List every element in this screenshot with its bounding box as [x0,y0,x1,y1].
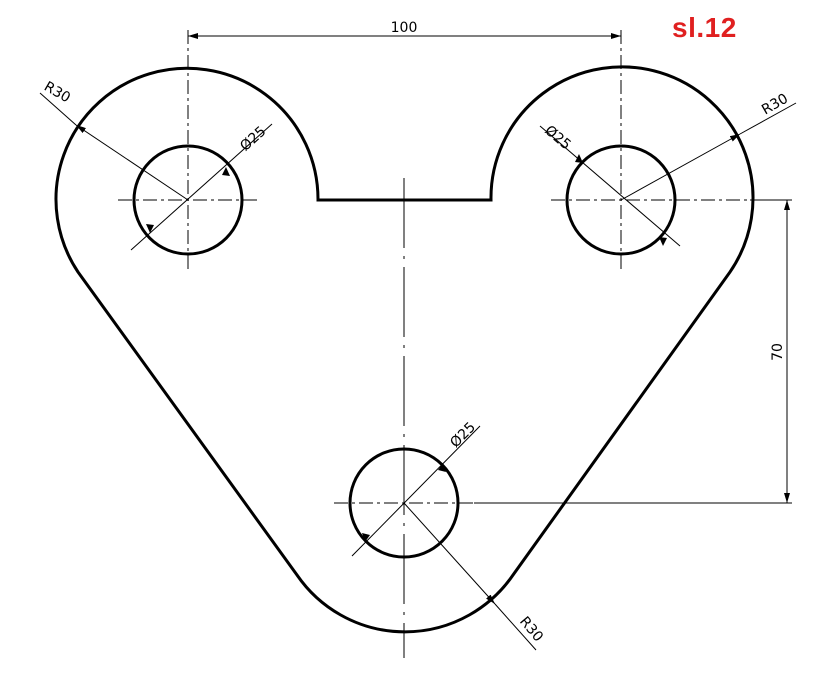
dimension-text-100: 100 [391,20,418,36]
radius-text-top-left: R30 [41,79,73,107]
diameter-leader-top-right [539,125,681,247]
diameter-leader-bottom [351,425,481,557]
radius-text-bottom: R30 [516,614,546,645]
radius-leader-top-left [75,124,189,201]
dimension-text-70: 70 [770,343,786,361]
diameter-text-top-left: Ø25 [237,123,269,154]
radius-leader-bottom [403,502,496,605]
diameter-text-top-right: Ø25 [541,123,573,154]
sheet-label: sl.12 [672,12,737,43]
part-outline [54,65,755,634]
diameter-text-bottom: Ø25 [447,419,479,451]
center-lines [118,30,758,658]
radius-leader-top-right [620,133,741,201]
hole-top-right [565,144,677,256]
diameter-leader-top-left [130,123,273,251]
hole-top-left [132,144,244,256]
